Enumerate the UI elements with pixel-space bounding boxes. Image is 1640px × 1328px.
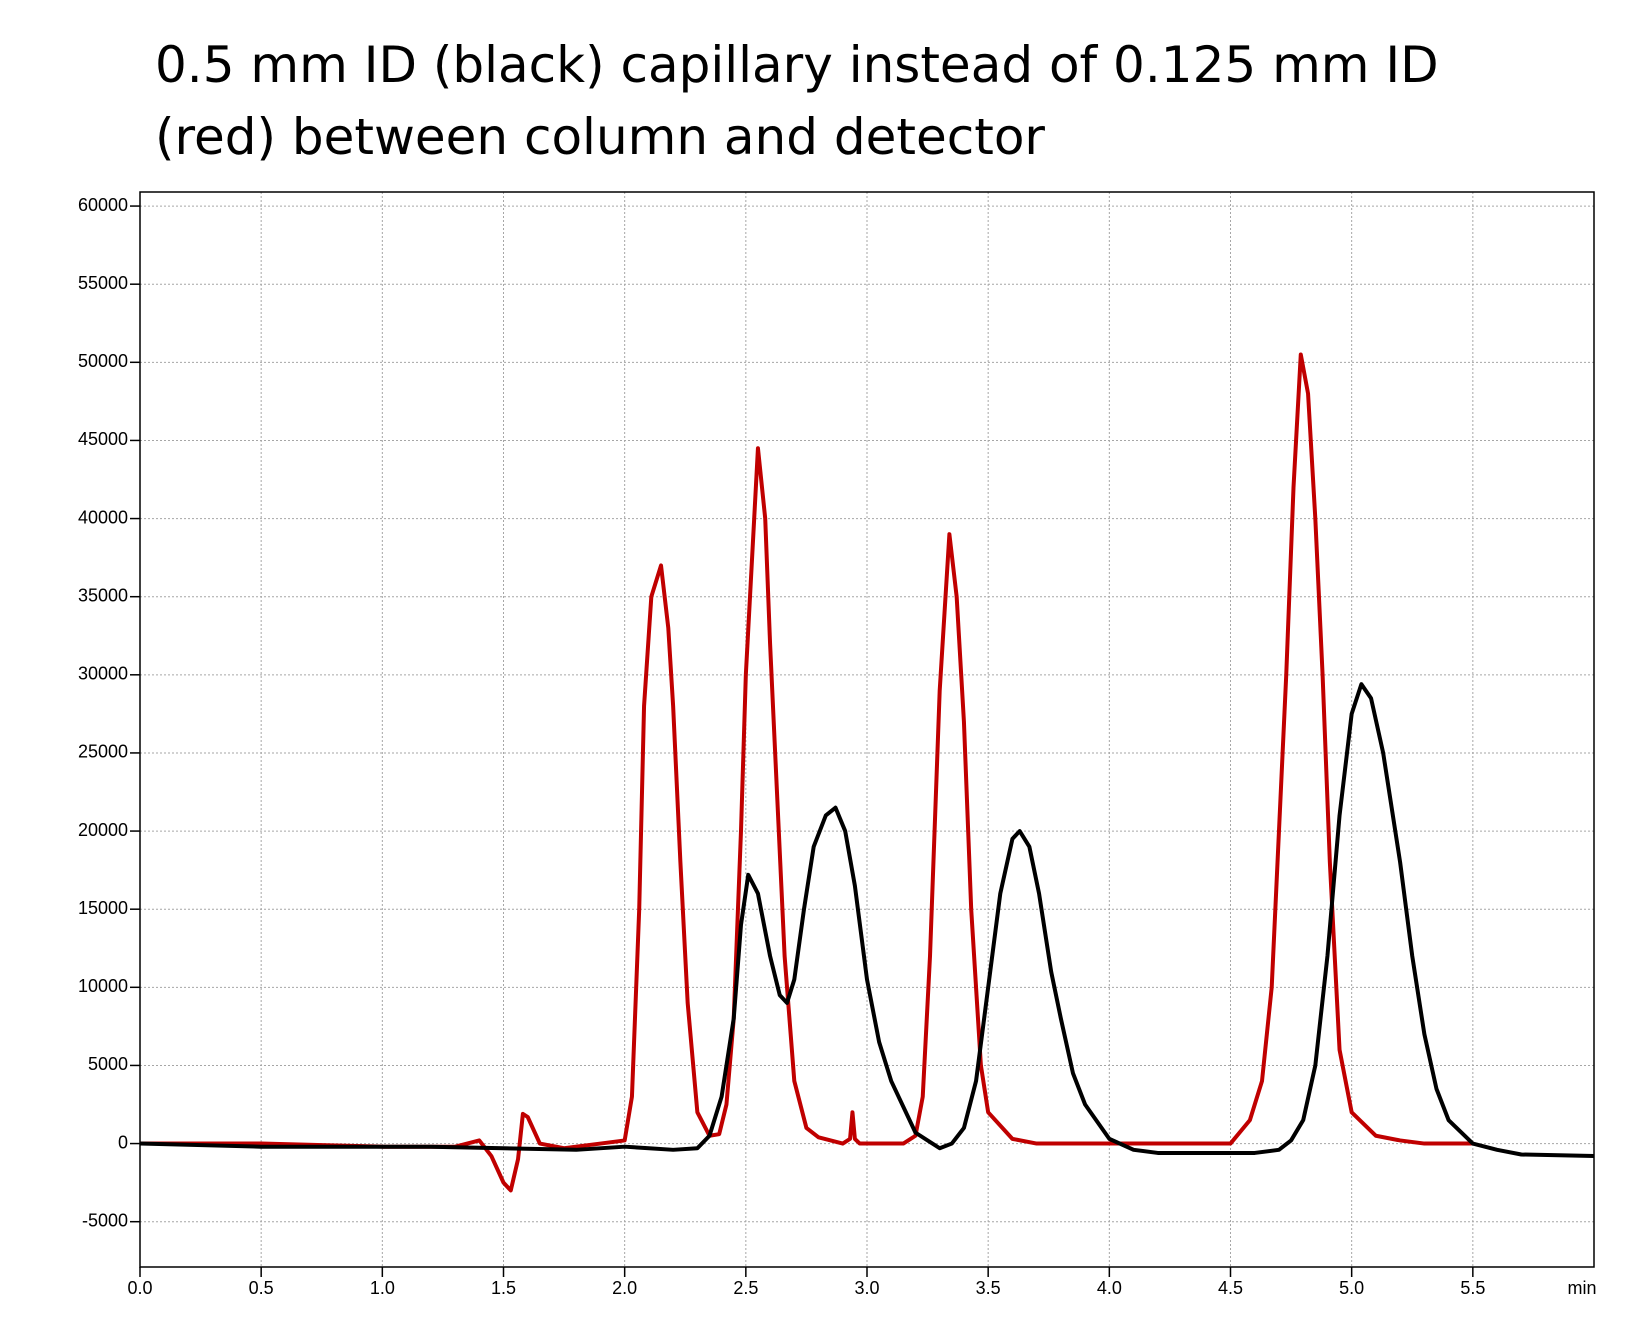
x-tick-label: 5.0: [1339, 1278, 1364, 1298]
x-tick-label: 4.0: [1097, 1278, 1122, 1298]
x-tick-label: 1.5: [491, 1278, 516, 1298]
y-tick-label: 5000: [88, 1054, 128, 1074]
y-tick-label: 30000: [78, 664, 128, 684]
x-tick-label: 1.0: [370, 1278, 395, 1298]
series-line: [140, 352, 1473, 1193]
y-tick-label: 35000: [78, 585, 128, 605]
x-tick-label: 2.0: [612, 1278, 637, 1298]
y-tick-label: 20000: [78, 820, 128, 840]
y-tick-label: 15000: [78, 898, 128, 918]
series-line: [139, 682, 1595, 1159]
y-tick-label: -5000: [82, 1210, 128, 1230]
x-tick-label: 4.5: [1218, 1278, 1243, 1298]
x-tick-label: 2.5: [733, 1278, 758, 1298]
x-tick-label: 3.5: [976, 1278, 1001, 1298]
y-tick-label: 45000: [78, 429, 128, 449]
x-tick-label: 5.5: [1460, 1278, 1485, 1298]
y-tick-label: 50000: [78, 351, 128, 371]
x-axis-label: min: [1567, 1278, 1596, 1298]
y-tick-label: 25000: [78, 742, 128, 762]
y-tick-label: 10000: [78, 976, 128, 996]
y-tick-label: 40000: [78, 507, 128, 527]
plot-frame: [139, 191, 1595, 1268]
y-tick-label: 60000: [78, 195, 128, 215]
y-tick-label: 0: [118, 1132, 128, 1152]
x-tick-label: 0.5: [249, 1278, 274, 1298]
x-tick-label: 0.0: [127, 1278, 152, 1298]
chart-title: (red) between column and detector: [155, 108, 1045, 166]
y-tick-label: 55000: [78, 273, 128, 293]
x-tick-label: 3.0: [854, 1278, 879, 1298]
chart-title: 0.5 mm ID (black) capillary instead of 0…: [155, 36, 1439, 94]
